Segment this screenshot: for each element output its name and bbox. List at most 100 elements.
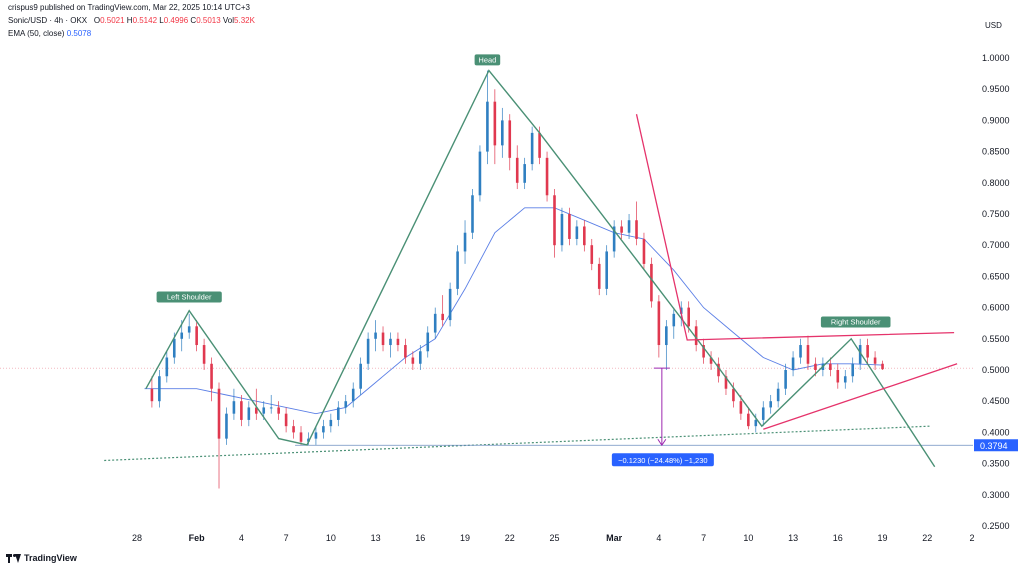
candle-body <box>299 432 303 442</box>
candle-body <box>277 407 280 414</box>
x-tick-label: 25 <box>549 533 559 543</box>
candle-body <box>873 357 877 364</box>
x-tick-label: 13 <box>371 533 381 543</box>
ema-line <box>144 207 883 415</box>
ema-label: EMA (50, close) <box>8 29 65 38</box>
candle-body <box>396 338 400 346</box>
close-label: C <box>190 16 197 25</box>
candle-body <box>694 326 698 346</box>
candle-body <box>627 220 631 233</box>
annotation-box <box>474 54 501 66</box>
candle-body <box>314 432 318 439</box>
x-tick-label: 10 <box>743 533 753 543</box>
high-value: 0.5142 <box>132 16 158 25</box>
candle-body <box>791 357 795 370</box>
currency-label: USD <box>985 21 1002 30</box>
candle-body <box>508 120 512 158</box>
candle-body <box>575 226 579 239</box>
candle-body <box>747 413 750 427</box>
candle-body <box>776 388 780 402</box>
candle-body <box>650 263 653 302</box>
tradingview-brand: TradingView <box>24 553 77 563</box>
candle-body <box>657 301 661 346</box>
y-tick-label: 0.2500 <box>982 521 1010 531</box>
wedge-upper-line <box>635 114 955 341</box>
candle-body <box>381 332 385 346</box>
candle-body <box>799 345 802 358</box>
x-tick-label: 2 <box>969 533 974 543</box>
wedge-lower-line <box>763 363 958 430</box>
candle-body <box>642 238 646 264</box>
candle-body <box>739 401 743 414</box>
candle-body <box>433 313 437 333</box>
candle-body <box>709 357 713 364</box>
candle-body <box>858 345 862 364</box>
candle-body <box>665 326 668 346</box>
candle-body <box>292 426 295 433</box>
candle-body <box>523 164 526 183</box>
candle-body <box>672 313 676 327</box>
candle-body <box>441 313 444 321</box>
candle-body <box>232 401 236 414</box>
candle-body <box>560 214 564 246</box>
candle-body <box>456 251 459 289</box>
candle-body <box>366 338 370 364</box>
annotation-label: Left Shoulder <box>167 292 212 301</box>
candle-body <box>217 388 221 439</box>
y-tick-label: 0.6500 <box>982 271 1010 281</box>
candle-body <box>814 363 817 370</box>
y-tick-label: 0.9000 <box>982 115 1010 125</box>
x-tick-label: 16 <box>833 533 843 543</box>
candle-body <box>486 101 489 152</box>
candle-body <box>225 413 228 439</box>
volume-value: 5.32K <box>234 16 255 25</box>
y-tick-label: 0.5000 <box>982 365 1010 375</box>
candle-body <box>851 363 855 377</box>
candle-body <box>806 345 810 364</box>
candle-body <box>493 101 497 146</box>
candle-body <box>247 407 251 420</box>
candle-body <box>322 426 325 433</box>
candle-body <box>597 263 601 289</box>
annotation-box <box>156 291 222 303</box>
y-tick-label: 0.9500 <box>982 84 1010 94</box>
x-tick-label: 4 <box>656 533 661 543</box>
candle-body <box>180 332 184 339</box>
y-tick-label: 0.7500 <box>982 209 1010 219</box>
candle-body <box>568 214 571 239</box>
candle-body <box>210 363 213 389</box>
neckline <box>104 425 931 462</box>
y-tick-label: 0.8500 <box>982 147 1010 157</box>
y-tick-label: 0.5500 <box>982 334 1010 344</box>
x-tick-label: 10 <box>326 533 336 543</box>
tradingview-logo-icon <box>6 553 21 563</box>
candle-body <box>150 388 154 402</box>
annotation-label: Head <box>478 55 496 64</box>
x-tick-label: 19 <box>460 533 470 543</box>
candle-body <box>172 338 176 358</box>
candle-body <box>404 345 407 358</box>
symbol-title[interactable]: Sonic/USD · 4h · OKX <box>8 16 88 25</box>
candle-body <box>836 370 840 383</box>
candle-body <box>553 195 556 246</box>
tradingview-logo[interactable]: TradingView <box>6 553 77 563</box>
candle-body <box>374 332 377 339</box>
x-tick-label: 7 <box>701 533 706 543</box>
candle-body <box>501 120 504 146</box>
candle-body <box>784 370 787 389</box>
candle-body <box>187 326 191 333</box>
candle-body <box>545 157 549 196</box>
y-tick-label: 1.0000 <box>982 53 1010 63</box>
candle-body <box>240 401 243 420</box>
x-tick-label: 22 <box>505 533 515 543</box>
open-label: O <box>93 16 101 25</box>
candle-body <box>284 413 288 427</box>
candle-body <box>620 226 623 233</box>
candle-body <box>262 407 266 414</box>
candle-body <box>612 226 616 252</box>
ema-legend[interactable]: EMA (50, close) 0.5078 <box>8 29 91 38</box>
x-tick-label: 7 <box>284 533 289 543</box>
candle-body <box>605 251 608 289</box>
